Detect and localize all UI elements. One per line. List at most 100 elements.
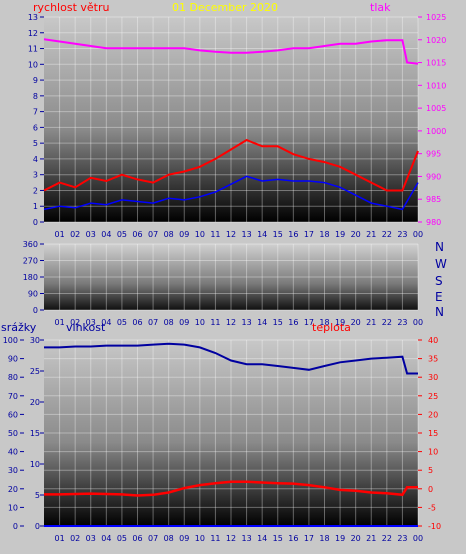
x-tick-label: 03 — [86, 534, 96, 543]
wind-y-tick-label: 0 — [33, 218, 38, 227]
wind-y-tick-label: 1 — [33, 202, 38, 211]
wind-y-tick-label: 3 — [33, 171, 38, 180]
temperature-y-tick-label: 10 — [428, 448, 438, 457]
x-tick-label: 23 — [397, 230, 407, 239]
rain-y-tick-label: 50 — [8, 429, 18, 438]
x-tick-label: 03 — [86, 230, 96, 239]
x-tick-label: 02 — [70, 534, 80, 543]
x-tick-label: 22 — [382, 230, 392, 239]
x-tick-label: 19 — [335, 534, 345, 543]
x-tick-label: 03 — [86, 318, 96, 327]
x-tick-label: 04 — [101, 230, 111, 239]
x-tick-label: 09 — [179, 230, 189, 239]
x-tick-label: 05 — [117, 534, 127, 543]
x-tick-label: 23 — [397, 318, 407, 327]
date-label: 01 December 2020 — [172, 1, 278, 14]
wind-y-tick-label: 2 — [33, 186, 38, 195]
humidity-y-tick-label: 0 — [35, 522, 40, 531]
x-tick-label: 01 — [54, 534, 64, 543]
x-tick-label: 04 — [101, 318, 111, 327]
temperature-y-tick-label: 15 — [428, 429, 438, 438]
x-tick-label: 17 — [304, 534, 314, 543]
x-tick-label: 17 — [304, 318, 314, 327]
x-tick-label: 05 — [117, 318, 127, 327]
x-tick-label: 07 — [148, 230, 158, 239]
wind-y-tick-label: 8 — [33, 92, 38, 101]
direction-y-tick-label: 270 — [23, 257, 38, 266]
rain-y-tick-label: 100 — [3, 336, 18, 345]
x-tick-label: 15 — [273, 534, 283, 543]
compass-s: S — [435, 274, 443, 288]
x-tick-label: 23 — [397, 534, 407, 543]
x-tick-label: 06 — [132, 534, 142, 543]
x-tick-label: 08 — [164, 318, 174, 327]
pressure-line — [43, 38, 419, 65]
pressure-y-tick-label: 1015 — [426, 59, 446, 68]
x-tick-label: 09 — [179, 534, 189, 543]
wind-y-tick-label: 5 — [33, 139, 38, 148]
x-tick-label: 08 — [164, 230, 174, 239]
wind-y-tick-label: 6 — [33, 123, 38, 132]
x-tick-label: 13 — [241, 318, 251, 327]
x-tick-label: 06 — [132, 230, 142, 239]
x-tick-label: 07 — [148, 534, 158, 543]
x-tick-label: 21 — [366, 318, 376, 327]
x-tick-label: 19 — [335, 230, 345, 239]
x-tick-label: 18 — [319, 534, 329, 543]
direction-plot-area — [44, 244, 418, 310]
x-tick-label: 10 — [195, 230, 205, 239]
humidity-y-tick-label: 30 — [30, 336, 40, 345]
x-tick-label: 09 — [179, 318, 189, 327]
rain-y-tick-label: 80 — [8, 373, 18, 382]
wind-line — [43, 138, 419, 192]
x-tick-label: 15 — [273, 318, 283, 327]
x-tick-label: 11 — [210, 534, 220, 543]
x-tick-label: 20 — [351, 230, 361, 239]
wind-y-tick-label: 11 — [28, 45, 38, 54]
rain-y-tick-label: 10 — [8, 503, 18, 512]
x-tick-label: 04 — [101, 534, 111, 543]
wind-y-tick-label: 7 — [33, 108, 38, 117]
wind-speed-label: rychlost větru — [33, 1, 109, 14]
humidity-y-tick-label: 5 — [35, 491, 40, 500]
pressure-y-tick-label: 1000 — [426, 127, 446, 136]
x-tick-label: 13 — [241, 534, 251, 543]
grid-lines — [44, 16, 419, 527]
compass-n-top: N — [435, 240, 444, 254]
temperature-label: teplota — [312, 321, 351, 334]
x-tick-label: 08 — [164, 534, 174, 543]
tick-labels: 01 02 03 04 05 06 07 08 09 10 11 12 13 14 15 16 17 18 19 20… — [3, 13, 447, 543]
temperature-y-tick-label: 5 — [428, 466, 433, 475]
rain-y-tick-label: 20 — [8, 485, 18, 494]
temperature-y-tick-label: 0 — [428, 485, 433, 494]
x-tick-label: 22 — [382, 318, 392, 327]
x-tick-label: 16 — [288, 534, 298, 543]
x-tick-label: 01 — [54, 230, 64, 239]
humidity-y-tick-label: 20 — [30, 398, 40, 407]
x-tick-label: 10 — [195, 534, 205, 543]
rain-y-tick-label: 90 — [8, 355, 18, 364]
humidity-y-tick-label: 10 — [30, 460, 40, 469]
rain-y-tick-label: 0 — [13, 522, 18, 531]
pressure-y-tick-label: 995 — [426, 150, 441, 159]
wind-y-tick-label: 4 — [33, 155, 38, 164]
x-tick-label: 06 — [132, 318, 142, 327]
rain-label: srážky — [1, 321, 37, 334]
x-tick-label: 00 — [413, 230, 423, 239]
pressure-y-tick-label: 990 — [426, 172, 441, 181]
temperature-y-tick-label: -5 — [428, 503, 436, 512]
x-tick-label: 20 — [351, 318, 361, 327]
x-tick-label: 12 — [226, 230, 236, 239]
x-tick-label: 18 — [319, 318, 329, 327]
rain-y-tick-label: 70 — [8, 392, 18, 401]
x-tick-label: 11 — [210, 230, 220, 239]
gust-line — [43, 175, 419, 211]
x-tick-label: 07 — [148, 318, 158, 327]
direction-y-tick-label: 360 — [23, 240, 38, 249]
x-tick-label: 16 — [288, 318, 298, 327]
x-tick-label: 20 — [351, 534, 361, 543]
rain-y-tick-label: 30 — [8, 466, 18, 475]
direction-y-tick-label: 90 — [28, 290, 38, 299]
